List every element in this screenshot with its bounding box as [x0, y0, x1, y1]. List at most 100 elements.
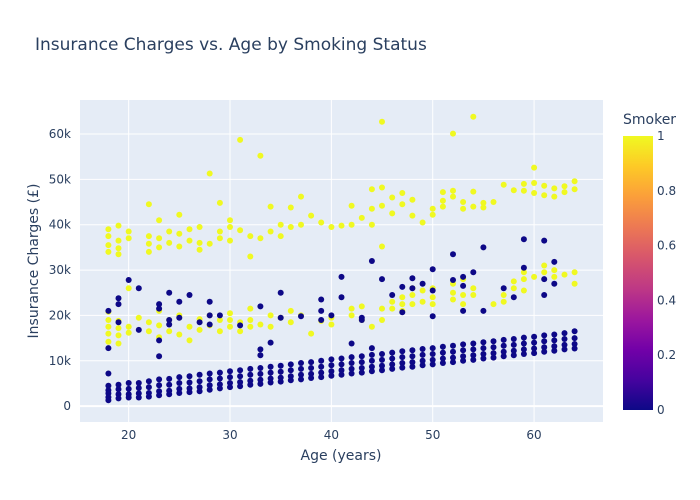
data-point [429, 266, 436, 273]
data-point [551, 337, 558, 344]
data-point [227, 384, 233, 391]
data-point [156, 235, 163, 242]
data-point [348, 340, 355, 347]
data-point [399, 283, 406, 290]
data-point [237, 322, 244, 329]
data-point [409, 359, 416, 366]
data-point [257, 303, 264, 310]
data-point [298, 365, 304, 372]
data-point [541, 276, 548, 283]
data-point [257, 235, 264, 242]
data-point [115, 332, 122, 339]
data-point [551, 331, 558, 338]
chart-title: Insurance Charges vs. Age by Smoking Sta… [35, 35, 427, 55]
data-point [439, 355, 446, 362]
data-point [227, 380, 233, 386]
data-point [287, 361, 294, 368]
colorbar-tick-label: 0.4 [657, 293, 676, 307]
data-point [237, 383, 244, 390]
data-point [541, 338, 548, 345]
data-point [520, 340, 527, 347]
data-point [196, 239, 203, 246]
data-point [490, 354, 497, 361]
data-point [379, 356, 385, 363]
data-point [206, 321, 213, 328]
data-point [450, 193, 456, 200]
data-point [460, 301, 467, 308]
data-point [318, 219, 325, 226]
data-point [206, 386, 213, 393]
data-point [247, 317, 254, 323]
data-point [105, 330, 112, 337]
data-point [520, 351, 527, 357]
data-point [328, 372, 335, 379]
data-point [510, 347, 517, 354]
data-point [328, 356, 335, 363]
data-point [196, 319, 203, 326]
data-point [429, 361, 436, 368]
data-point [105, 307, 112, 314]
data-point [460, 347, 467, 354]
data-point [561, 330, 568, 337]
data-point [520, 187, 527, 194]
data-point [419, 346, 426, 352]
data-point [551, 273, 558, 280]
data-point [429, 211, 436, 218]
data-point [277, 368, 284, 375]
data-point [156, 244, 163, 251]
data-point [571, 280, 578, 287]
data-point [470, 356, 477, 363]
data-point [561, 189, 568, 196]
data-point [409, 275, 416, 282]
data-point [541, 182, 548, 189]
data-point [358, 303, 365, 310]
data-point [450, 359, 456, 366]
data-point [125, 277, 132, 283]
data-point [470, 285, 477, 292]
data-point [338, 367, 345, 374]
data-point [318, 296, 325, 303]
data-point [267, 379, 274, 386]
data-point [379, 351, 385, 357]
data-point [368, 351, 375, 358]
data-point [368, 345, 375, 352]
data-point [237, 136, 244, 143]
data-point [531, 180, 538, 186]
data-point [166, 239, 173, 246]
data-point [541, 192, 548, 199]
data-point [409, 292, 416, 298]
data-point [298, 221, 304, 228]
data-point [277, 314, 284, 321]
data-point [135, 390, 142, 397]
data-point [480, 204, 487, 211]
data-point [520, 264, 527, 271]
data-point [186, 379, 193, 386]
data-point [287, 204, 294, 211]
data-point [460, 357, 467, 364]
data-point [358, 369, 365, 376]
data-point [166, 228, 173, 235]
data-point [186, 237, 193, 244]
data-point [429, 356, 436, 363]
data-point [318, 357, 325, 364]
data-point [531, 345, 538, 352]
data-point [571, 345, 578, 352]
data-point [439, 203, 446, 210]
data-point [490, 199, 497, 205]
data-point [368, 205, 375, 212]
data-point [409, 301, 416, 308]
data-point [206, 240, 213, 247]
data-point [429, 287, 436, 294]
data-point [490, 301, 497, 308]
data-point [379, 317, 385, 323]
data-point [460, 341, 467, 348]
data-point [115, 251, 122, 258]
data-point [510, 341, 517, 348]
data-point [571, 341, 578, 347]
data-point [115, 245, 122, 252]
data-point [389, 361, 396, 368]
data-point [196, 246, 203, 253]
data-point [287, 307, 294, 314]
data-point [308, 370, 315, 377]
data-point [500, 348, 507, 355]
